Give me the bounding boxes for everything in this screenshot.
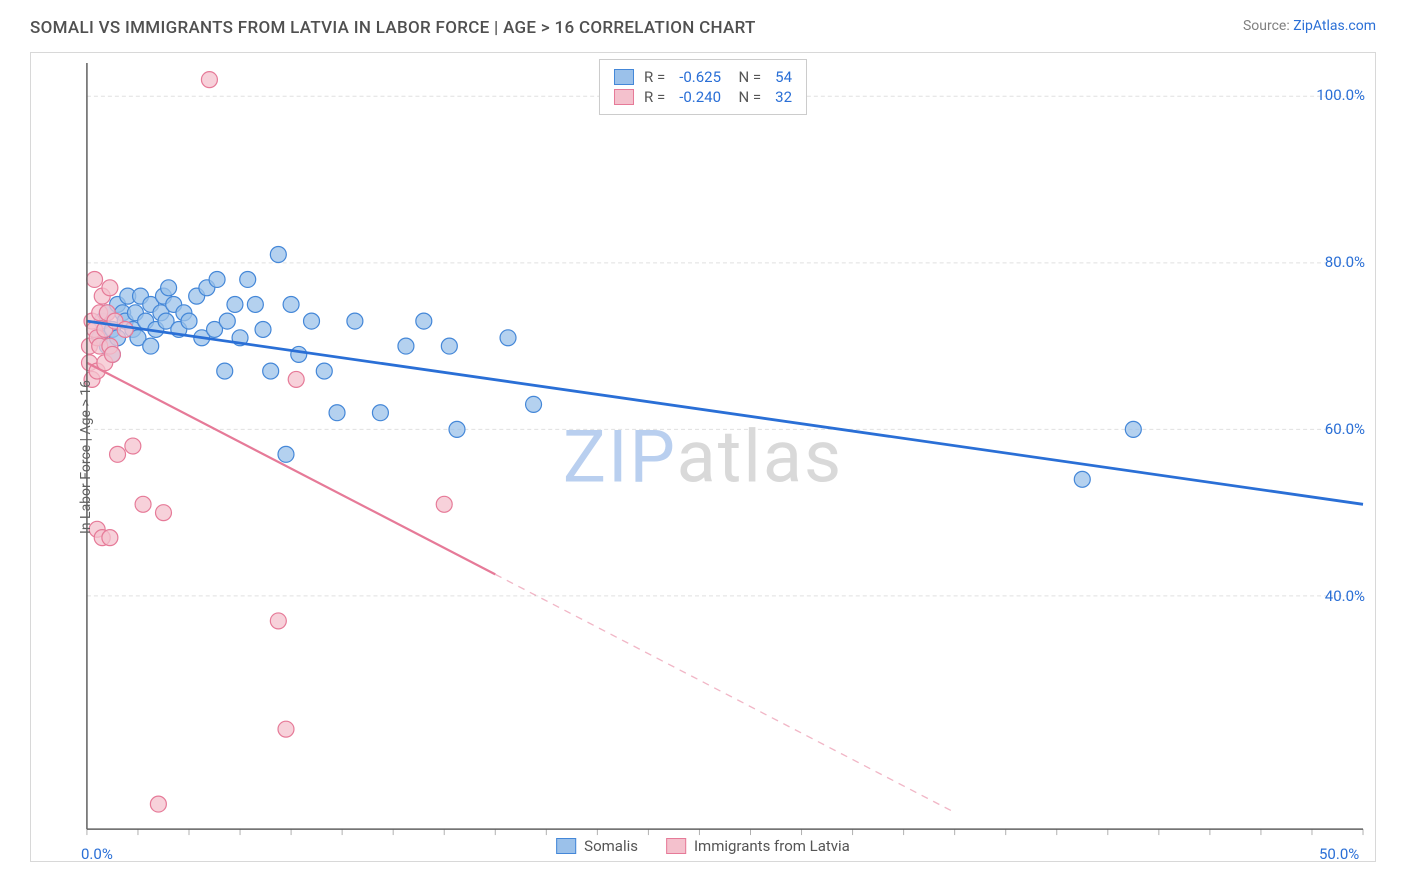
chart-title: SOMALI VS IMMIGRANTS FROM LATVIA IN LABO… bbox=[30, 18, 756, 38]
source-label: Source: bbox=[1243, 18, 1290, 34]
y-tick-label: 60.0% bbox=[1325, 420, 1365, 438]
y-tick-label: 40.0% bbox=[1325, 587, 1365, 605]
legend-label: Somalis bbox=[584, 837, 638, 855]
r-value: -0.240 bbox=[679, 88, 721, 106]
x-tick-label: 0.0% bbox=[81, 845, 113, 863]
r-label: R = bbox=[644, 88, 665, 106]
n-value: 54 bbox=[775, 68, 792, 86]
legend-item: Somalis bbox=[556, 837, 638, 855]
y-axis-label: In Labor Force | Age > 16 bbox=[78, 380, 94, 534]
swatch-icon bbox=[614, 89, 634, 105]
correlation-legend: R = -0.625 N = 54 R = -0.240 N = 32 bbox=[599, 59, 807, 115]
legend-row: R = -0.240 N = 32 bbox=[614, 88, 792, 106]
chart-wrap: In Labor Force | Age > 16 ZIPatlas R = -… bbox=[30, 52, 1376, 862]
series-legend: Somalis Immigrants from Latvia bbox=[556, 837, 850, 855]
scatter-chart bbox=[31, 53, 1375, 861]
y-tick-label: 80.0% bbox=[1325, 253, 1365, 271]
swatch-icon bbox=[614, 69, 634, 85]
swatch-icon bbox=[666, 838, 686, 854]
r-value: -0.625 bbox=[679, 68, 721, 86]
r-label: R = bbox=[644, 68, 665, 86]
source: Source: ZipAtlas.com bbox=[1243, 18, 1376, 34]
n-value: 32 bbox=[775, 88, 792, 106]
n-label: N = bbox=[731, 88, 761, 106]
n-label: N = bbox=[731, 68, 761, 86]
legend-label: Immigrants from Latvia bbox=[694, 837, 850, 855]
source-link[interactable]: ZipAtlas.com bbox=[1293, 18, 1376, 34]
legend-row: R = -0.625 N = 54 bbox=[614, 68, 792, 86]
legend-item: Immigrants from Latvia bbox=[666, 837, 850, 855]
header: SOMALI VS IMMIGRANTS FROM LATVIA IN LABO… bbox=[0, 0, 1406, 46]
x-tick-label: 50.0% bbox=[1319, 845, 1359, 863]
swatch-icon bbox=[556, 838, 576, 854]
y-tick-label: 100.0% bbox=[1316, 86, 1365, 104]
